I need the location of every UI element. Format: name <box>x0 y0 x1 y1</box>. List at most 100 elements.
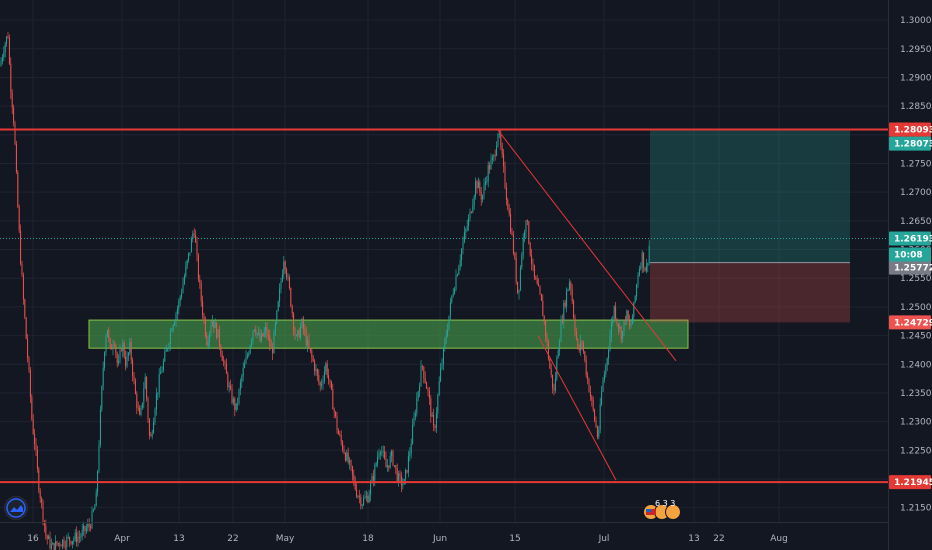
candle-body <box>148 419 150 436</box>
candle-body <box>57 543 59 545</box>
candle-body <box>8 37 10 64</box>
candle-body <box>154 409 156 422</box>
candle-body <box>4 43 6 53</box>
candle-body <box>7 36 9 38</box>
candle-body <box>354 479 356 490</box>
candle-body <box>398 473 400 482</box>
candle-body <box>144 377 146 389</box>
candle-body <box>287 276 289 278</box>
candle-body <box>318 374 320 383</box>
drawings[interactable] <box>0 128 888 484</box>
candle-body <box>472 204 474 213</box>
candle-body <box>315 369 317 372</box>
candle-body <box>433 414 435 426</box>
economic-events-marker[interactable]: 6 3 3 <box>642 499 688 526</box>
candle-body <box>594 409 596 421</box>
y-tick-label: 1.28500 <box>900 102 932 112</box>
candle-body <box>246 355 248 357</box>
candle-body <box>388 465 390 468</box>
candle-body <box>346 452 348 461</box>
candle-body <box>389 456 391 468</box>
x-tick-label: Jun <box>432 534 447 544</box>
candle-body <box>367 496 369 503</box>
position-tool[interactable] <box>650 130 850 323</box>
candle-body <box>493 155 495 157</box>
candle-body <box>29 369 31 398</box>
candle-body <box>83 526 85 531</box>
candle-body <box>605 365 607 375</box>
candle-body <box>634 296 636 302</box>
candle-body <box>112 344 114 350</box>
candle-body <box>45 525 47 536</box>
candle-body <box>319 382 321 386</box>
x-tick-label: May <box>276 534 295 544</box>
candle-body <box>190 238 192 253</box>
candle-body <box>473 195 475 205</box>
candle-body <box>333 409 335 412</box>
candle-body <box>214 322 216 329</box>
candle-body <box>466 226 468 230</box>
candle-body <box>168 344 170 349</box>
y-tick-label: 1.22500 <box>900 446 932 456</box>
level-badge: 1.21945 <box>889 475 932 490</box>
candle-body <box>494 155 496 156</box>
candle-body <box>186 260 188 267</box>
candle-body <box>209 332 211 343</box>
candle-body <box>192 233 194 239</box>
candle-body <box>392 450 394 466</box>
countdown-badge: 10:08 <box>889 247 931 262</box>
y-tick-label: 1.21500 <box>900 504 932 514</box>
candle-body <box>525 220 527 233</box>
candle-body <box>13 107 15 123</box>
candle-body <box>589 391 591 397</box>
candle-body <box>28 358 30 370</box>
candle-body <box>291 306 293 314</box>
candle-body <box>475 180 477 196</box>
candle-body <box>56 541 58 545</box>
candle-body <box>549 358 551 369</box>
candle-body <box>0 61 2 66</box>
current-price-badge-label: 1.26193 <box>894 234 932 244</box>
candle-body <box>231 388 233 403</box>
position-badge-label: 1.24729 <box>894 318 932 328</box>
position-badge: 1.25772 <box>889 260 932 275</box>
candle-body <box>24 299 26 318</box>
candle-body <box>480 191 482 200</box>
candle-body <box>81 530 83 537</box>
candle-body <box>612 318 614 324</box>
candle-body <box>10 63 12 93</box>
candle-body <box>629 320 631 326</box>
candle-body <box>314 361 316 372</box>
candle-body <box>627 310 629 321</box>
tradingview-logo-icon[interactable] <box>4 496 28 520</box>
candle-body <box>50 544 52 549</box>
candle-body <box>479 182 481 192</box>
candle-body <box>414 413 416 417</box>
candle-body <box>584 351 586 360</box>
candle-body <box>213 320 215 329</box>
candle-body <box>512 234 514 254</box>
candle-body <box>43 521 45 526</box>
time-scale[interactable]: 16 Apr 13 22 May 18 Jun 15 Jul 13 22 Aug <box>0 522 888 545</box>
candle-body <box>316 369 318 375</box>
candle-body <box>290 288 292 307</box>
candle-body <box>73 538 75 541</box>
candle-body <box>598 429 600 437</box>
y-tick-label: 1.27500 <box>900 159 932 169</box>
candle-body <box>440 368 442 382</box>
support-zone <box>88 319 689 349</box>
candle-body <box>42 501 44 522</box>
candle-body <box>179 296 181 301</box>
candle-body <box>197 255 199 280</box>
candle-body <box>3 52 5 58</box>
candle-body <box>85 528 87 532</box>
candle-body <box>482 195 484 200</box>
candle-body <box>382 451 384 453</box>
price-scale[interactable]: 1.300001.295001.290001.285001.280001.275… <box>888 0 932 550</box>
candle-body <box>498 133 500 135</box>
candle-body <box>487 165 489 182</box>
candle-body <box>105 336 107 353</box>
candle-body <box>300 327 302 338</box>
candle-body <box>533 264 535 277</box>
